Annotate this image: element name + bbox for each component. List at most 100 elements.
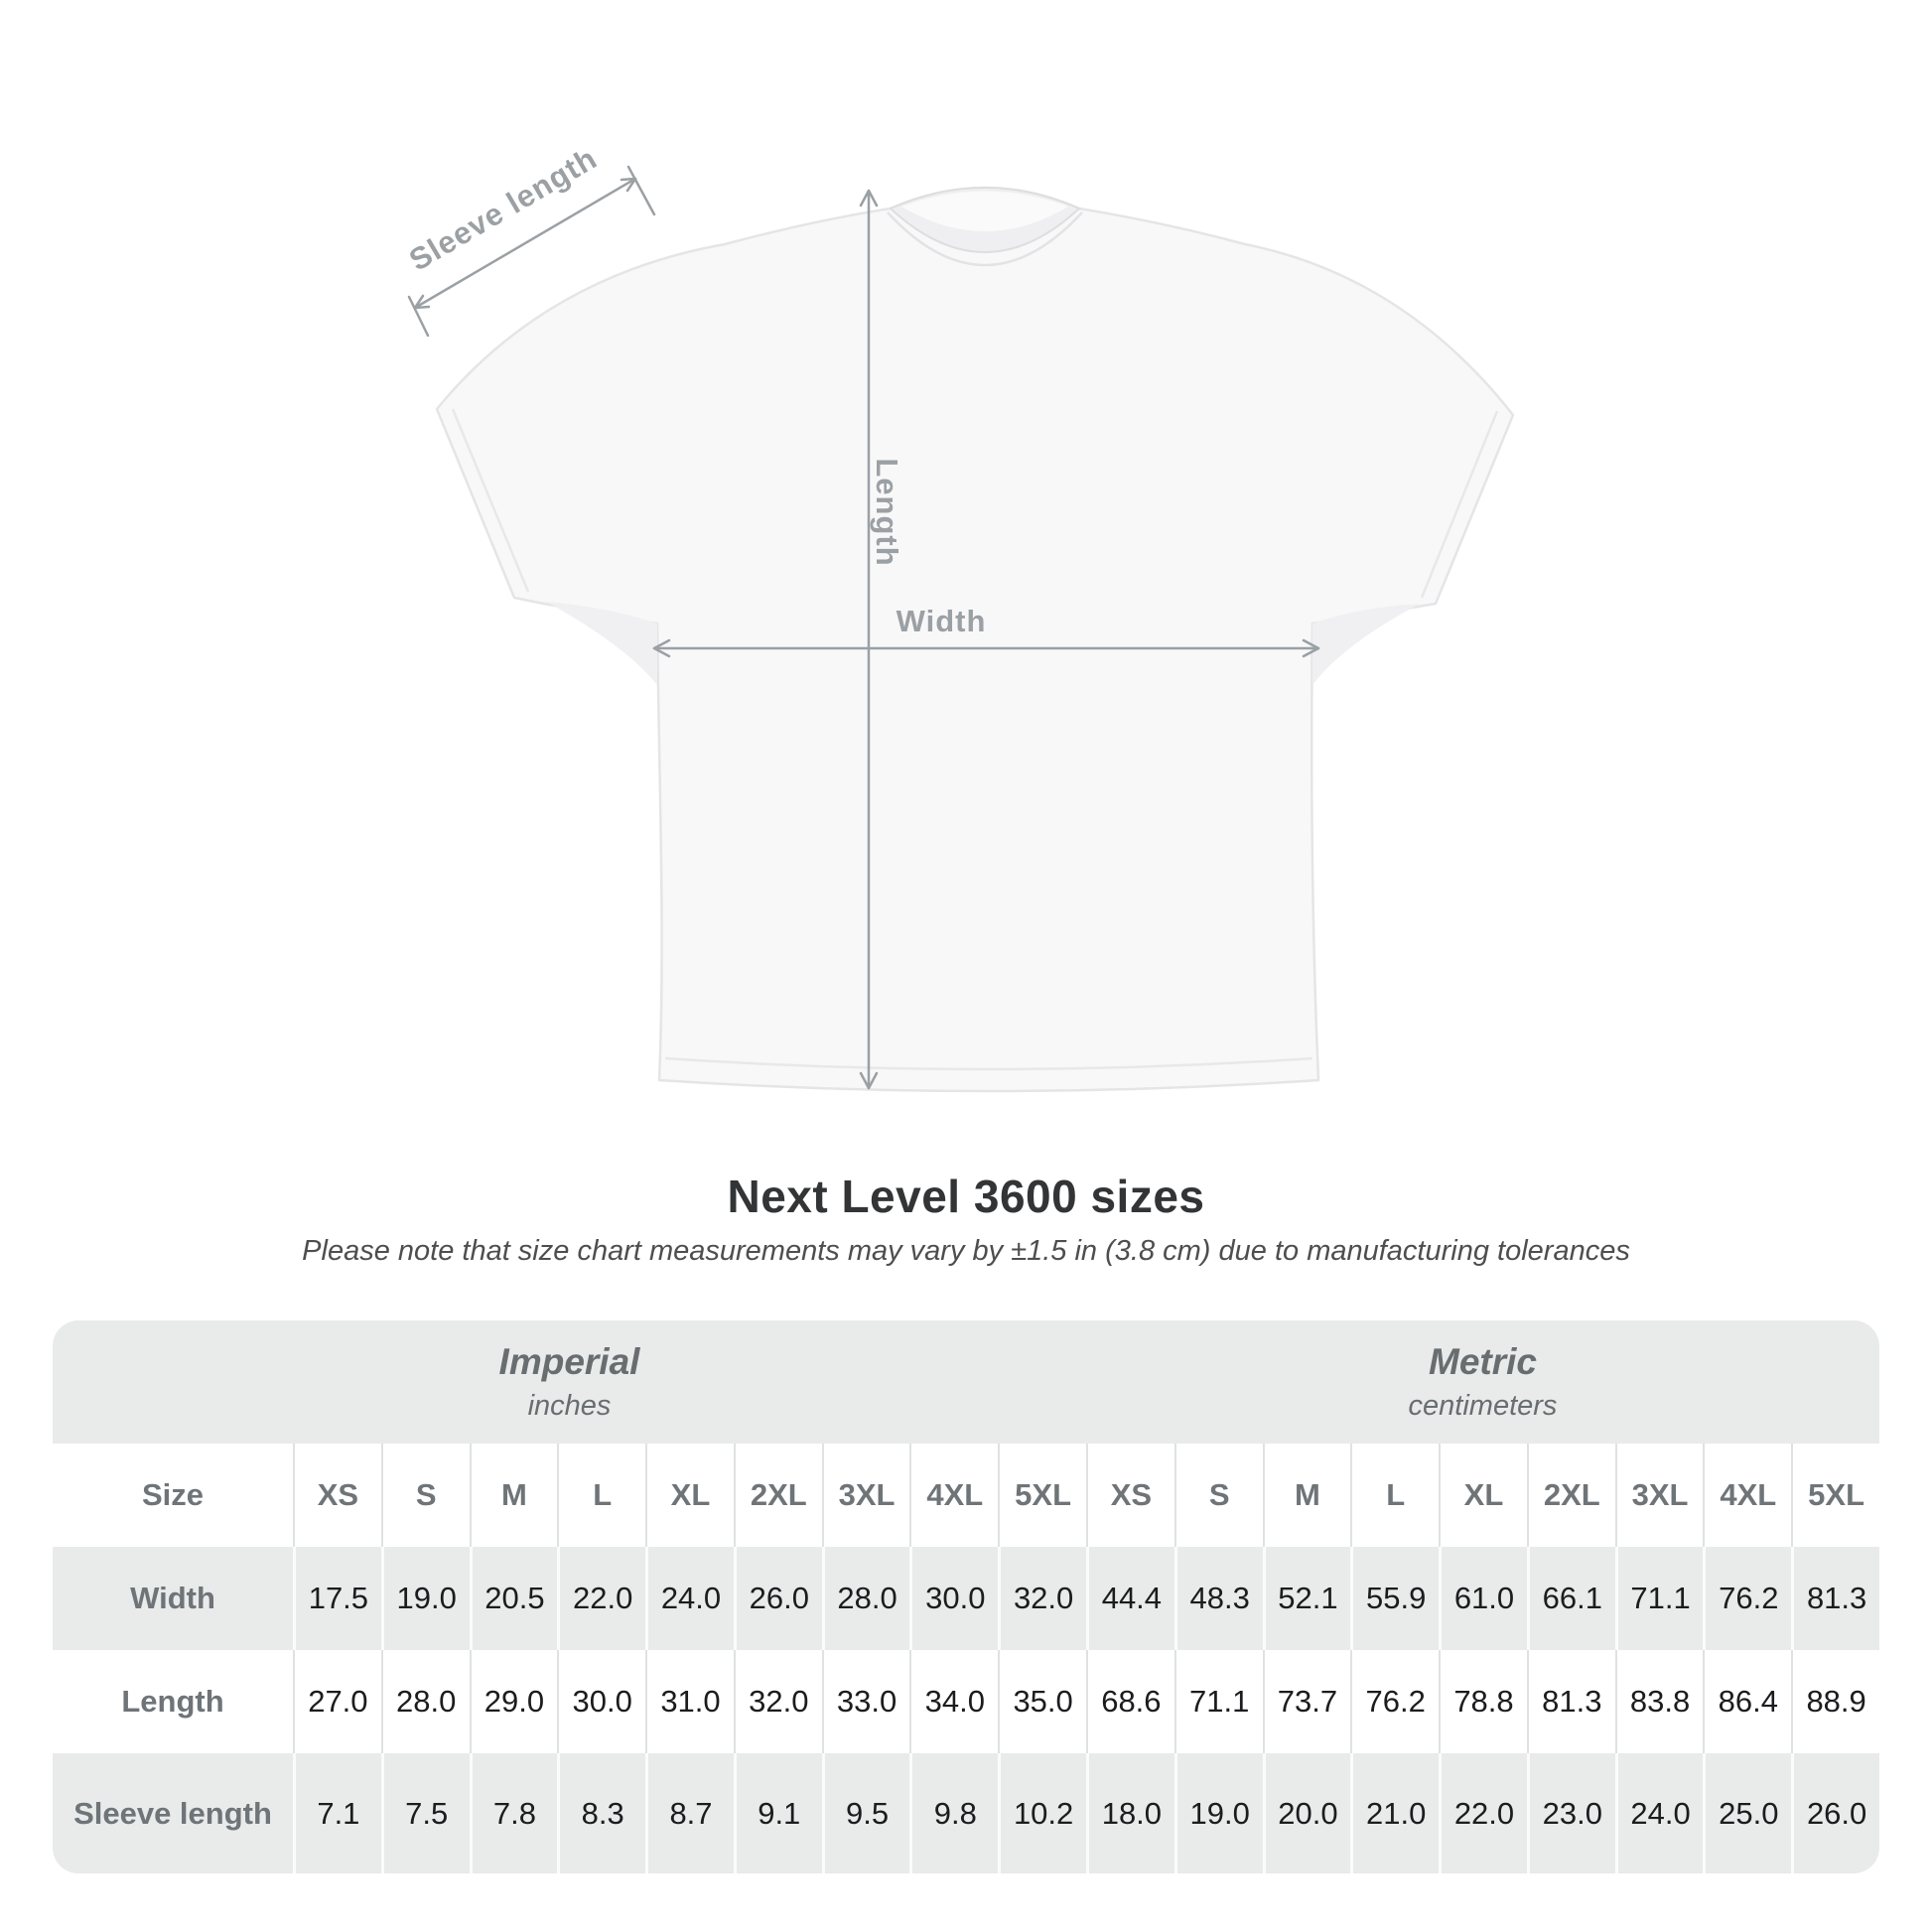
size-value-cell: 7.5 bbox=[380, 1753, 470, 1873]
size-header-cell: 5XL bbox=[998, 1444, 1086, 1547]
size-header-cell: 3XL bbox=[821, 1444, 910, 1547]
size-header-cell: 4XL bbox=[909, 1444, 998, 1547]
size-header-cell: L bbox=[557, 1444, 645, 1547]
size-value-cell: 21.0 bbox=[1350, 1753, 1439, 1873]
size-value-cell: 8.7 bbox=[645, 1753, 734, 1873]
size-value-cell: 7.1 bbox=[293, 1753, 381, 1873]
size-value-cell: 33.0 bbox=[821, 1650, 910, 1753]
size-value-cell: 78.8 bbox=[1439, 1650, 1527, 1753]
size-value-cell: 66.1 bbox=[1526, 1547, 1615, 1650]
size-value-cell: 29.0 bbox=[469, 1650, 558, 1753]
size-value-cell: 9.1 bbox=[733, 1753, 822, 1873]
collar-inner-back bbox=[901, 191, 1068, 231]
size-value-cell: 55.9 bbox=[1350, 1547, 1439, 1650]
size-header-cell: 4XL bbox=[1703, 1444, 1791, 1547]
page-title: Next Level 3600 sizes bbox=[727, 1171, 1205, 1222]
size-value-cell: 34.0 bbox=[909, 1650, 998, 1753]
row-label-width: Width bbox=[130, 1581, 215, 1615]
size-value-cell: 31.0 bbox=[645, 1650, 734, 1753]
metric-title: Metric bbox=[1429, 1341, 1537, 1382]
size-value-cell: 83.8 bbox=[1614, 1650, 1704, 1753]
left-sleeve-seam bbox=[451, 408, 530, 593]
table-row-length: Length 27.0 28.0 29.0 30.0 31.0 32.0 33.0 34.0 3… bbox=[53, 1650, 1879, 1753]
unit-header-band: Imperial inches Metric centimeters bbox=[53, 1320, 1879, 1444]
left-underarm-shadow bbox=[546, 602, 657, 685]
size-value-cell: 19.0 bbox=[1173, 1753, 1263, 1873]
metric-header: Metric centimeters bbox=[1086, 1320, 1879, 1444]
size-value-cell: 26.0 bbox=[733, 1547, 822, 1650]
tolerance-note: Please note that size chart measurements… bbox=[302, 1235, 1630, 1267]
size-value-cell: 25.0 bbox=[1703, 1753, 1791, 1873]
size-value-cell: 71.1 bbox=[1173, 1650, 1263, 1753]
width-label: Width bbox=[896, 604, 987, 638]
right-underarm-shadow bbox=[1312, 604, 1420, 685]
size-value-cell: 52.1 bbox=[1262, 1547, 1351, 1650]
size-value-cell: 8.3 bbox=[557, 1753, 645, 1873]
size-corner-label: Size bbox=[141, 1477, 205, 1512]
size-value-cell: 81.3 bbox=[1526, 1650, 1615, 1753]
size-header-cell: S bbox=[1173, 1444, 1263, 1547]
size-header-cell: M bbox=[1262, 1444, 1351, 1547]
size-header-cell: XS bbox=[293, 1444, 381, 1547]
imperial-unit: inches bbox=[527, 1390, 612, 1422]
size-value-cell: 86.4 bbox=[1703, 1650, 1791, 1753]
row-label-sleeve-length: Sleeve length bbox=[73, 1795, 272, 1831]
size-value-cell: 73.7 bbox=[1262, 1650, 1351, 1753]
size-value-cell: 28.0 bbox=[380, 1650, 470, 1753]
row-label-length: Length bbox=[121, 1684, 224, 1719]
size-value-cell: 17.5 bbox=[293, 1547, 381, 1650]
size-header-cell: 2XL bbox=[733, 1444, 822, 1547]
size-value-cell: 24.0 bbox=[645, 1547, 734, 1650]
imperial-header: Imperial inches bbox=[53, 1320, 1086, 1444]
size-value-cell: 32.0 bbox=[733, 1650, 822, 1753]
size-value-cell: 61.0 bbox=[1439, 1547, 1527, 1650]
size-header-cell: XL bbox=[1439, 1444, 1527, 1547]
size-value-cell: 18.0 bbox=[1086, 1753, 1174, 1873]
right-sleeve-seam bbox=[1420, 410, 1499, 599]
tshirt-illustration bbox=[435, 186, 1515, 1093]
size-header-cell: S bbox=[380, 1444, 470, 1547]
size-value-cell: 30.0 bbox=[909, 1547, 998, 1650]
size-header-cell: 2XL bbox=[1526, 1444, 1615, 1547]
metric-unit: centimeters bbox=[1408, 1390, 1558, 1422]
size-value-cell: 19.0 bbox=[380, 1547, 470, 1650]
bottom-hem-seam bbox=[664, 1056, 1313, 1071]
table-row-sleeve-length: Sleeve length 7.1 7.5 7.8 8.3 8.7 9.1 9.5 9.8 10… bbox=[53, 1753, 1879, 1873]
collar-seam bbox=[887, 211, 1083, 267]
size-value-cell: 76.2 bbox=[1703, 1547, 1791, 1650]
size-value-cell: 71.1 bbox=[1614, 1547, 1704, 1650]
size-value-cell: 22.0 bbox=[1439, 1753, 1527, 1873]
size-value-cell: 32.0 bbox=[998, 1547, 1086, 1650]
size-value-cell: 48.3 bbox=[1173, 1547, 1263, 1650]
size-value-cell: 44.4 bbox=[1086, 1547, 1174, 1650]
size-value-cell: 22.0 bbox=[557, 1547, 645, 1650]
table-row-width: Width 17.5 19.0 20.5 22.0 24.0 26.0 28.0 30.0 32… bbox=[53, 1547, 1879, 1650]
size-value-cell: 7.8 bbox=[469, 1753, 558, 1873]
size-value-cell: 9.8 bbox=[909, 1753, 998, 1873]
size-value-cell: 88.9 bbox=[1791, 1650, 1879, 1753]
size-header-cell: 5XL bbox=[1791, 1444, 1879, 1547]
size-value-cell: 20.0 bbox=[1262, 1753, 1351, 1873]
size-value-cell: 24.0 bbox=[1614, 1753, 1704, 1873]
size-value-cell: 30.0 bbox=[557, 1650, 645, 1753]
size-header-cell: XL bbox=[645, 1444, 734, 1547]
size-value-cell: 76.2 bbox=[1350, 1650, 1439, 1753]
length-label: Length bbox=[870, 458, 904, 567]
size-header-row: Size XS S M L XL 2XL 3XL 4XL 5XL XS S M L XL 2XL 3XL 4XL… bbox=[53, 1444, 1879, 1547]
size-value-cell: 20.5 bbox=[469, 1547, 558, 1650]
size-value-cell: 27.0 bbox=[293, 1650, 381, 1753]
size-value-cell: 35.0 bbox=[998, 1650, 1086, 1753]
size-value-cell: 28.0 bbox=[821, 1547, 910, 1650]
size-header-cell: 3XL bbox=[1614, 1444, 1704, 1547]
size-value-cell: 9.5 bbox=[821, 1753, 910, 1873]
size-header-cell: L bbox=[1350, 1444, 1439, 1547]
size-value-cell: 26.0 bbox=[1791, 1753, 1879, 1873]
size-table: Imperial inches Metric centimeters Size … bbox=[53, 1320, 1879, 1873]
size-header-cell: M bbox=[469, 1444, 558, 1547]
size-header-cell: XS bbox=[1086, 1444, 1174, 1547]
size-value-cell: 68.6 bbox=[1086, 1650, 1174, 1753]
size-value-cell: 10.2 bbox=[998, 1753, 1086, 1873]
tshirt-body bbox=[435, 186, 1515, 1093]
size-value-cell: 81.3 bbox=[1791, 1547, 1879, 1650]
